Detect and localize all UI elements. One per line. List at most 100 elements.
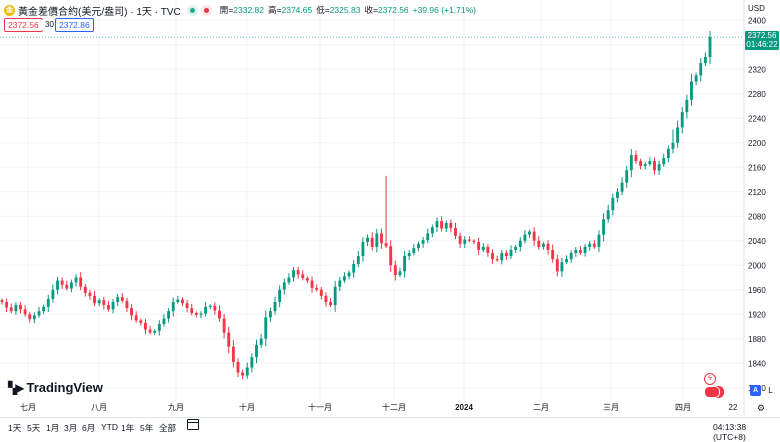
range-ytd[interactable]: YTD — [101, 422, 118, 432]
auto-scale-button[interactable]: A — [750, 385, 761, 396]
candle — [204, 302, 208, 317]
candle — [565, 255, 568, 265]
time-axis[interactable]: 七月 八月 九月 十月 十一月 十二月 2024 二月 三月 四月 22 — [20, 402, 738, 412]
price-tick-label: 2040 — [748, 237, 766, 246]
candle — [393, 260, 397, 281]
symbol-title[interactable]: 黃金差價合約(美元/盎司) · 1天 · TVC — [18, 6, 181, 18]
time-tick-label: 七月 — [20, 403, 36, 412]
candle — [578, 246, 582, 255]
candle — [514, 244, 518, 253]
range-1d[interactable]: 1天 — [8, 423, 22, 433]
price-tick-label: 2320 — [748, 65, 766, 74]
candle — [162, 314, 166, 327]
range-6m[interactable]: 6月 — [82, 423, 96, 433]
close-value: 收=2372.56 — [364, 5, 409, 15]
candle — [296, 266, 300, 279]
price-tick-label: 1920 — [748, 310, 766, 319]
candle — [477, 237, 481, 255]
candle — [703, 52, 707, 66]
range-5y[interactable]: 5年 — [140, 423, 154, 433]
price-tick-label: 2240 — [748, 114, 766, 123]
candle — [541, 241, 545, 250]
sell-button[interactable]: 2372.56 — [4, 18, 43, 32]
candle — [694, 72, 698, 86]
time-tick-label: 十月 — [239, 402, 255, 412]
candle — [518, 237, 522, 252]
candle — [657, 160, 661, 175]
candle — [426, 228, 430, 244]
candle — [597, 230, 601, 253]
range-1m[interactable]: 1月 — [46, 423, 60, 433]
time-tick-label: 2024 — [455, 403, 473, 412]
candle — [69, 279, 73, 293]
range-3m[interactable]: 3月 — [64, 423, 78, 433]
candle — [324, 292, 328, 307]
candle — [449, 219, 453, 233]
candle — [532, 227, 536, 247]
candle — [292, 267, 295, 282]
candle — [0, 298, 4, 305]
candle — [19, 301, 22, 314]
candle — [342, 272, 346, 283]
candle — [699, 57, 703, 82]
candlestick-chart[interactable]: 1800184018801920196020002040208021202160… — [0, 0, 780, 417]
candle — [338, 276, 342, 292]
candle — [555, 254, 559, 277]
svg-text:01:46:22: 01:46:22 — [746, 40, 778, 49]
spread-value: 30 — [42, 19, 57, 31]
us-flag-icon[interactable] — [704, 386, 720, 398]
candle — [287, 273, 291, 285]
flash-icon[interactable]: ϟ — [704, 373, 716, 385]
calendar-icon[interactable] — [187, 419, 199, 430]
log-scale-button[interactable]: L — [768, 386, 773, 395]
candle — [134, 311, 138, 323]
candle — [403, 251, 407, 278]
candle — [680, 107, 684, 134]
buy-button[interactable]: 2372.86 — [55, 18, 94, 32]
price-axis[interactable]: 1800184018801920196020002040208021202160… — [748, 16, 766, 393]
currency-label[interactable]: USD — [748, 4, 765, 13]
price-tick-label: 1960 — [748, 286, 766, 295]
candle — [171, 297, 175, 317]
price-tick-label: 1840 — [748, 359, 766, 368]
candle — [5, 298, 9, 312]
candle — [227, 326, 231, 354]
candle — [634, 150, 638, 164]
candle — [28, 311, 32, 323]
candle — [264, 310, 268, 347]
tradingview-logo[interactable]: ▚▶ TradingView — [8, 380, 103, 395]
candle — [120, 293, 124, 303]
candle — [504, 250, 508, 260]
gear-icon[interactable]: ⚙ — [757, 403, 766, 413]
candle — [523, 230, 527, 244]
range-1y[interactable]: 1年 — [121, 423, 135, 433]
price-tick-label: 2120 — [748, 188, 766, 197]
candle — [250, 353, 254, 373]
candle — [278, 285, 282, 308]
candle — [528, 229, 531, 238]
candle — [616, 188, 619, 203]
candle — [356, 251, 360, 268]
price-tick-label: 2080 — [748, 212, 766, 221]
candle — [421, 237, 425, 248]
time-tick-label: 二月 — [533, 403, 549, 412]
candle — [93, 290, 96, 307]
candle — [259, 334, 263, 348]
high-value: 高=2374.65 — [268, 5, 313, 15]
candle — [194, 311, 198, 318]
candle — [199, 311, 203, 319]
candle — [407, 250, 411, 260]
candle — [9, 303, 13, 314]
candle — [430, 224, 434, 238]
eye-icon[interactable] — [200, 4, 212, 16]
candle — [255, 339, 258, 364]
bottom-toolbar: 1天 5天 1月 3月 6月 YTD 1年 5年 全部 — [0, 417, 780, 440]
candle — [42, 304, 46, 315]
candle — [125, 297, 129, 313]
clock[interactable]: 04:13:38 (UTC+8) — [713, 422, 747, 442]
candle — [662, 153, 666, 167]
candle — [185, 299, 189, 313]
range-5d[interactable]: 5天 — [27, 423, 41, 433]
candle — [417, 241, 420, 252]
range-all[interactable]: 全部 — [159, 423, 177, 433]
